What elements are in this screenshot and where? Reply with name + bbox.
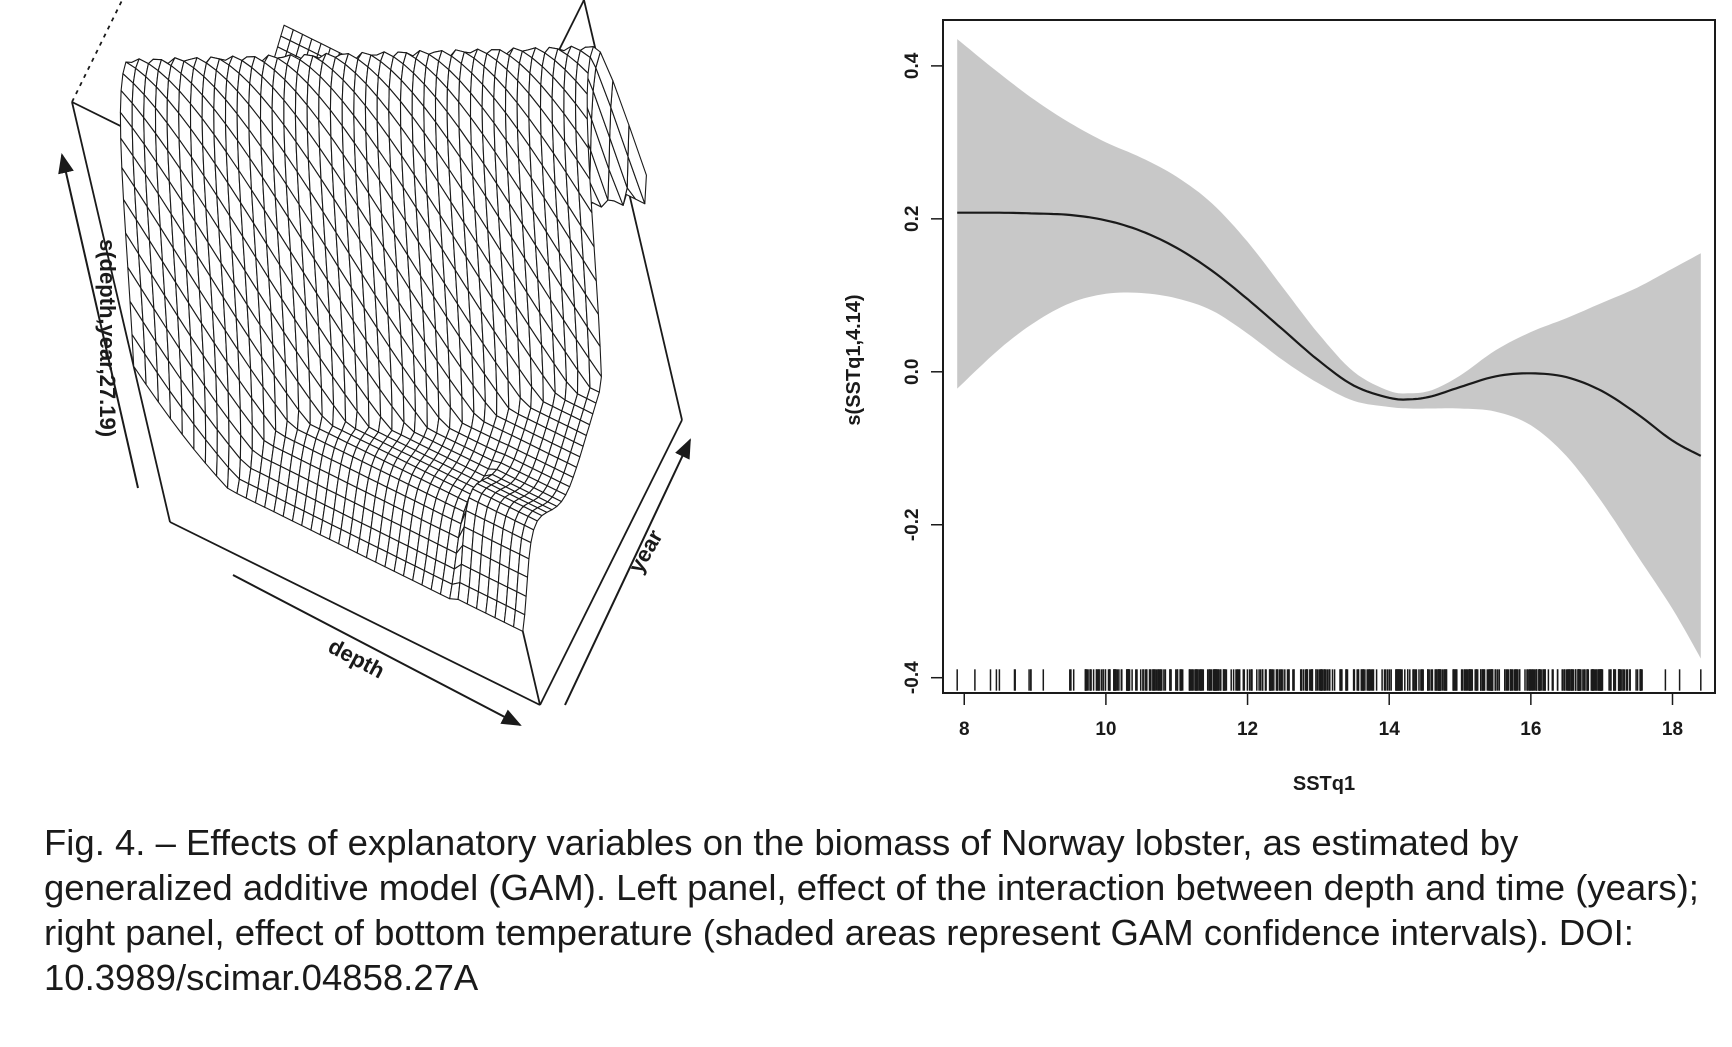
y-axis: -0.4 -0.2 0.0 0.2 0.4 [902,52,944,694]
surface-axis-arrows [58,153,691,726]
y-tick-label: 0.2 [902,206,923,232]
x-tick-label: 18 [1662,719,1683,740]
box-edge [71,101,171,523]
x-tick-label: 8 [959,719,970,740]
figure-caption: Fig. 4. – Effects of explanatory variabl… [44,822,1699,998]
depth-axis-arrow [232,574,522,726]
x-tick-label: 16 [1520,719,1541,740]
z-axis-arrow [58,153,139,489]
y-tick-label: 0.4 [902,52,923,79]
surface-facet [513,609,526,632]
year-axis-arrow [564,438,691,706]
rug-marks [956,669,1702,691]
confidence-band [957,39,1701,659]
x-tick-label: 12 [1237,719,1258,740]
box-edge [539,419,683,706]
x-tick-label: 10 [1095,719,1116,740]
x-tick-label: 14 [1379,719,1401,740]
x-axis: 8 10 12 14 16 18 [959,692,1683,740]
y-tick-label: 0.0 [902,359,923,385]
y-tick-label: -0.2 [902,508,923,541]
line-plot: 8 10 12 14 16 18 -0.4 -0.2 0.0 0.2 0.4 SSTq1 s(SS… [843,19,1716,795]
fit-line [957,211,1702,457]
surface-mesh [119,24,647,632]
y-tick-label: -0.4 [902,661,923,694]
surface-z-label: s(depth,year,27.19) [95,239,120,437]
surface-plot: s(depth,year,27.19) depth year [58,0,691,726]
x-axis-label: SSTq1 [1293,773,1355,795]
y-axis-label: s(SSTq1,4.14) [843,294,865,425]
box-edge [169,521,541,706]
